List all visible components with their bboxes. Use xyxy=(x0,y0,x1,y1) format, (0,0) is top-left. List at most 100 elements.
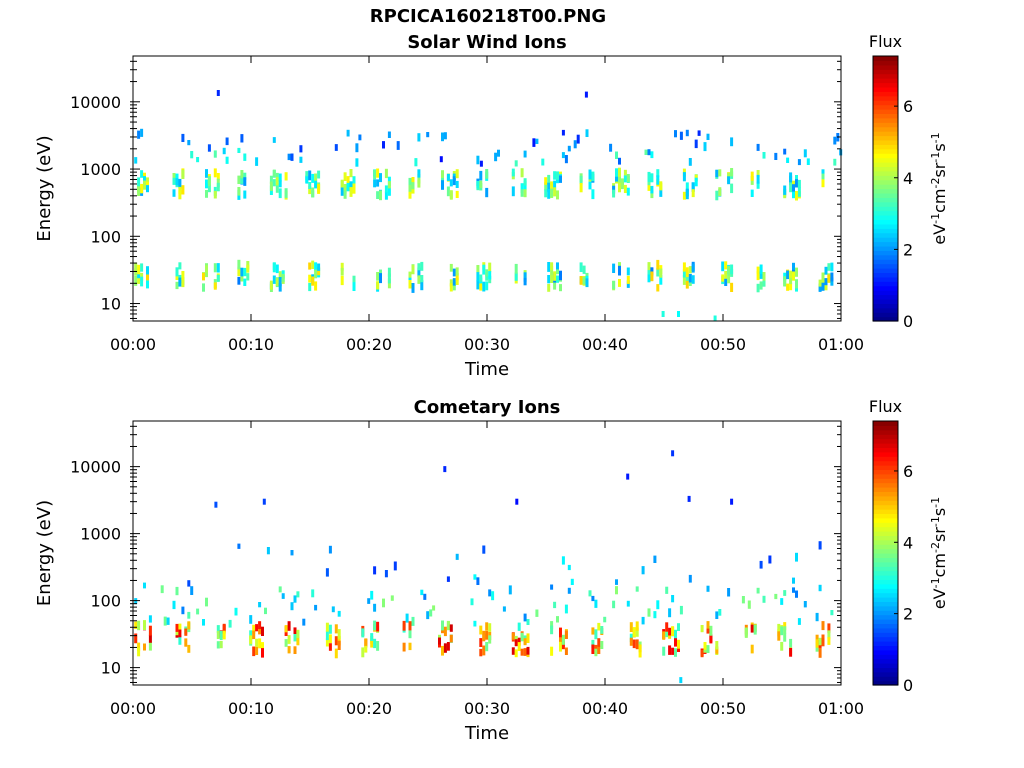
heatmap-cell xyxy=(479,180,483,188)
heatmap-cell xyxy=(352,282,356,291)
heatmap-cell xyxy=(311,187,315,198)
heatmap-cell xyxy=(697,130,701,136)
heatmap-cell xyxy=(202,283,205,292)
heatmap-cell xyxy=(553,187,557,197)
colorbar-swatch xyxy=(873,509,898,514)
colorbar-swatch xyxy=(873,100,898,106)
heatmap-cell xyxy=(181,278,185,288)
heatmap-cell xyxy=(688,574,692,583)
heatmap-cell xyxy=(331,606,335,613)
heatmap-cell xyxy=(417,267,421,277)
heatmap-cell xyxy=(682,275,686,285)
heatmap-cell xyxy=(567,145,571,152)
heatmap-cell xyxy=(756,271,760,281)
heatmap-cell xyxy=(795,179,798,188)
heatmap-cell xyxy=(134,275,138,286)
heatmap-cell xyxy=(314,269,318,279)
y-axis: 10 100 1000 10000 Energy (eV) xyxy=(34,60,841,319)
heatmap-cell xyxy=(234,607,238,616)
heatmap-cell xyxy=(514,649,518,658)
heatmap-cell xyxy=(553,271,557,281)
x-tick-label: 00:10 xyxy=(228,699,274,718)
heatmap-cell xyxy=(249,635,253,644)
heatmap-cell xyxy=(278,586,282,593)
heatmap-cell xyxy=(797,187,801,197)
heatmap-cell xyxy=(502,606,506,612)
heatmap-cell xyxy=(756,170,760,178)
heatmap-cell xyxy=(559,270,562,281)
heatmap-cell xyxy=(685,189,689,200)
heatmap-cell xyxy=(665,622,669,632)
heatmap-cell xyxy=(647,269,651,279)
heatmap-cell xyxy=(727,265,731,276)
heatmap-cell xyxy=(700,625,704,633)
colorbar-swatch xyxy=(873,513,898,519)
colorbar-swatch xyxy=(873,312,898,318)
heatmap-cell xyxy=(661,311,665,317)
colorbar-swatch xyxy=(873,676,898,682)
colorbar-swatch xyxy=(873,460,898,466)
heatmap-cell xyxy=(446,186,450,197)
colorbar-swatch xyxy=(873,610,898,616)
heatmap-cell xyxy=(387,181,391,189)
colorbar-swatch xyxy=(873,276,898,282)
heatmap-cell xyxy=(795,590,798,598)
heatmap-cell xyxy=(237,259,241,270)
heatmap-cell xyxy=(317,184,321,194)
heatmap-cell xyxy=(677,623,680,631)
colorbar-swatch xyxy=(873,522,898,528)
heatmap-cell xyxy=(556,262,559,270)
heatmap-cell xyxy=(792,262,795,272)
heatmap-cell xyxy=(724,278,728,286)
heatmap-cell xyxy=(311,260,315,269)
heatmap-cell xyxy=(485,269,489,277)
heatmap-cell xyxy=(376,281,380,290)
heatmap-cell xyxy=(196,157,200,163)
x-tick-label: 00:20 xyxy=(346,335,392,354)
heatmap-cell xyxy=(449,190,453,200)
heatmap-cell xyxy=(349,169,353,178)
colorbar-label: Flux xyxy=(869,397,902,416)
heatmap-cell xyxy=(756,266,760,274)
heatmap-cell xyxy=(376,191,380,199)
heatmap-cell xyxy=(479,648,483,657)
heatmap-cell xyxy=(387,267,391,277)
heatmap-cell xyxy=(314,604,318,611)
heatmap-cell xyxy=(579,262,583,272)
heatmap-cell xyxy=(597,646,601,654)
colorbar-swatch xyxy=(873,526,898,532)
heatmap-cell xyxy=(818,637,822,646)
heatmap-cell xyxy=(523,178,527,186)
colorbar-tick-label: 2 xyxy=(903,240,913,259)
heatmap-cell xyxy=(137,186,141,196)
heatmap-cell xyxy=(641,566,645,575)
heatmap-cell xyxy=(146,272,149,281)
heatmap-cell xyxy=(379,273,382,284)
heatmap-cell xyxy=(789,638,793,648)
heatmap-cell xyxy=(671,626,675,636)
heatmap-cell xyxy=(795,279,798,289)
heatmap-cell xyxy=(343,172,347,181)
heatmap-cell xyxy=(134,262,138,273)
heatmap-cell xyxy=(659,189,663,197)
colorbar-swatch xyxy=(873,421,898,426)
heatmap-cell xyxy=(650,151,654,159)
colorbar-swatch xyxy=(873,478,898,484)
heatmap-cell xyxy=(650,271,654,282)
heatmap-cell xyxy=(287,635,291,644)
colorbar-swatch xyxy=(873,241,898,247)
heatmap-cell xyxy=(789,182,793,193)
heatmap-cell xyxy=(281,273,285,282)
heatmap-cell xyxy=(187,580,191,587)
heatmap-cell xyxy=(526,646,530,655)
heatmap-cell xyxy=(317,263,321,271)
heatmap-cell xyxy=(134,157,138,164)
heatmap-cell xyxy=(494,152,498,162)
heatmap-cell xyxy=(314,281,318,291)
panel-title: Solar Wind Ions xyxy=(407,32,566,53)
heatmap-cell xyxy=(240,267,244,277)
heatmap-cell xyxy=(205,597,208,607)
heatmap-cell xyxy=(355,158,359,167)
heatmap-cell xyxy=(337,640,341,650)
heatmap-cell xyxy=(367,598,371,604)
